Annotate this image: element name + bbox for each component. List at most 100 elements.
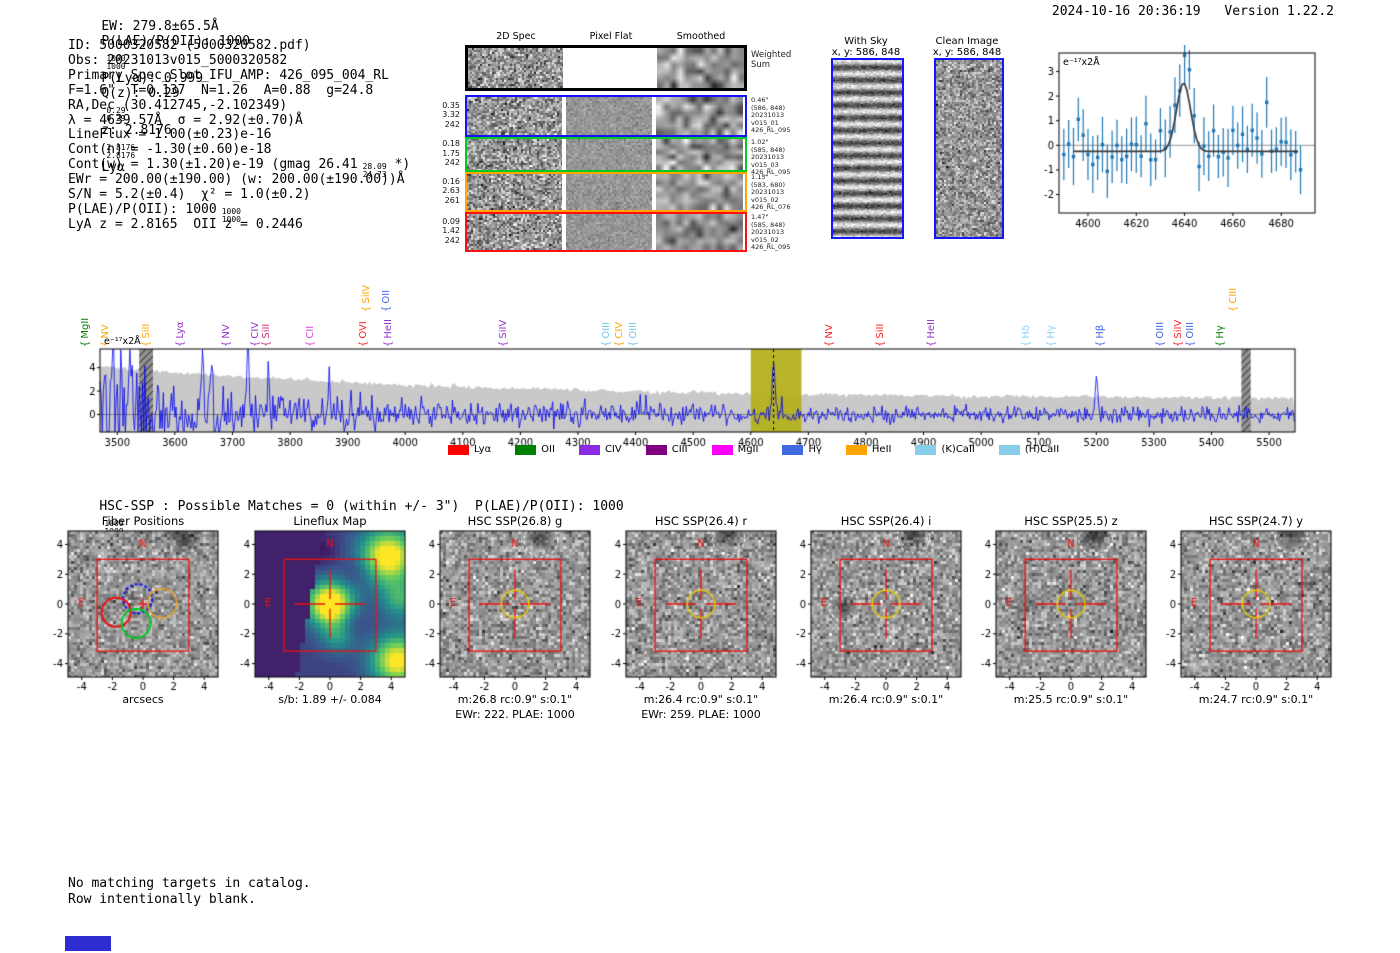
fraction-bottom: 1000 xyxy=(221,214,241,224)
legend-swatch xyxy=(515,444,537,455)
info-line-text: Obs: 20231013v015_5000320582 xyxy=(68,52,288,68)
fraction-top: 0.29 xyxy=(106,106,126,115)
full-spectrum-units-annotation: e⁻¹⁷x2Å xyxy=(104,336,141,347)
spec2d-cell-canvas xyxy=(467,214,562,250)
spec2d-right-line: Sum xyxy=(751,60,771,70)
legend-item-oii: OII xyxy=(515,444,555,455)
cutout-panel-6: HSC SSP(25.5) z m:25.5 rc:0.9" s:0.1" xyxy=(968,514,1154,724)
footer-line-1: No matching targets in catalog. xyxy=(68,876,311,891)
info-line-text: Cont(w) = 1.30(±1.20)e-19 (gmag 26.41 xyxy=(68,157,358,173)
spec2d-right-line: Weighted xyxy=(751,50,792,60)
legend-label: MgII xyxy=(737,444,759,455)
legend-label: (H)CaII xyxy=(1024,444,1060,455)
spec2d-row-left-label: 0.35 3.32 242 xyxy=(420,101,460,130)
fraction-bottom: 24.73 xyxy=(362,170,387,180)
cutout-title: HSC SSP(25.5) z xyxy=(1024,514,1118,528)
info-line: EWr = 200.00(±190.00) (w: 200.00(±190.00… xyxy=(68,172,405,187)
hsc-header-text: HSC-SSP : Possible Matches = 0 (within +… xyxy=(99,499,460,514)
spec2d-cell-canvas xyxy=(467,139,562,170)
legend-swatch xyxy=(998,444,1020,455)
spec2d-cell-canvas xyxy=(656,174,743,210)
spec2d-right-line: v015_02 xyxy=(751,235,779,244)
fraction: 28.09 24.73 xyxy=(363,163,387,179)
spec2d-left-line: 242 xyxy=(444,119,460,129)
legend-swatch xyxy=(782,444,804,455)
spec2d-left-line: 0.09 xyxy=(442,216,460,226)
spec2d-cell-canvas xyxy=(656,97,743,135)
spec2d-row xyxy=(465,137,747,172)
cutout-panel-2: Lineflux Map s/b: 1.89 +/- 0.084 xyxy=(227,514,413,724)
spec2d-row-right-label: 1.15" (583, 680) 20231013 v015_02 426_RL_076 xyxy=(751,173,821,212)
legend-label: CIV xyxy=(604,444,622,455)
spec2d-left-line: 242 xyxy=(444,235,460,245)
legend-swatch xyxy=(645,444,667,455)
cutout-caption: s/b: 1.89 +/- 0.084 xyxy=(278,693,382,706)
withsky-subtitle: x, y: 586, 848 xyxy=(831,47,901,58)
spec2d-header-pixelflat: Pixel Flat xyxy=(589,31,633,42)
fraction-top: 28.09 xyxy=(362,162,387,172)
header-plya: P(Lyα): 0.999 xyxy=(101,71,204,86)
full-spectrum-canvas xyxy=(88,338,1308,460)
spec2d-right-line: 20231013 xyxy=(751,188,785,197)
header-plae-fraction: 1000 1000 xyxy=(106,55,125,71)
cutout-caption: m:26.8 rc:0.9" s:0.1" xyxy=(457,693,573,706)
legend-item-heii: HeII xyxy=(845,444,891,455)
fraction-top: 2.8176 xyxy=(106,143,136,152)
cutout-panel-4: HSC SSP(26.4) r m:26.4 rc:0.9" s:0.1" EWr:… xyxy=(598,514,784,724)
cutout-caption: m:25.5 rc:0.9" s:0.1" xyxy=(1013,693,1129,706)
cutout-title: Fiber Positions xyxy=(101,514,185,528)
header-ew: EW: 279.8±65.5Å xyxy=(101,19,219,34)
spec2d-left-line: 2.63 xyxy=(442,186,460,196)
cleanimage-title: Clean Image xyxy=(935,36,999,47)
spec2d-left-line: 0.16 xyxy=(442,176,460,186)
info-line-text: EWr = 200.00(±190.00) (w: 200.00(±190.00… xyxy=(68,172,405,188)
withsky-title: With Sky xyxy=(844,36,888,47)
spec2d-header-2dspec: 2D Spec xyxy=(496,31,536,42)
cutout-panel-5: HSC SSP(26.4) i m:26.4 rc:0.9" s:0.1" xyxy=(783,514,969,724)
info-line: F=1.6" T=0.137 N=1.26 A=0.88 g=24.8 xyxy=(68,83,373,98)
footer-line-2: Row intentionally blank. xyxy=(68,892,256,907)
info-line: ID: 5000320582 (5000320582.pdf) xyxy=(68,38,311,53)
info-line-text: RA,Dec (30.412745,-2.102349) xyxy=(68,97,288,113)
cutout-canvas xyxy=(968,529,1154,695)
info-line: RA,Dec (30.412745,-2.102349) xyxy=(68,98,287,113)
legend-item-(h)caii: (H)CaII xyxy=(998,444,1060,455)
spec2d-left-line: 261 xyxy=(444,195,460,205)
spec2d-cell-canvas xyxy=(566,214,652,250)
spec2d-right-line: 20231013 xyxy=(751,111,785,120)
cutout-caption: m:26.4 rc:0.9" s:0.1" xyxy=(643,693,759,706)
spec2d-right-line: v015_03 xyxy=(751,160,779,169)
spec2d-right-line: 1.47" xyxy=(751,213,769,221)
spec2d-header-smoothed: Smoothed xyxy=(676,31,726,42)
spec2d-right-line: 20231013 xyxy=(751,153,785,162)
cleanimage-subtitle: x, y: 586, 848 xyxy=(932,47,1002,58)
header-z-type: Lyα xyxy=(101,160,125,175)
info-line-text: Primary Spec_Slot_IFU_AMP: 426_095_004_R… xyxy=(68,67,389,83)
info-line-text: λ = 4639.57Å σ = 2.92(±0.70)Å xyxy=(68,112,303,128)
header-version: Version 1.22.2 xyxy=(1224,4,1334,19)
cutout-panel-3: HSC SSP(26.8) g m:26.8 rc:0.9" s:0.1" EWr:… xyxy=(412,514,598,724)
spec2d-right-line: (583, 680) xyxy=(751,180,786,189)
cutout-caption: m:26.4 rc:0.9" s:0.1" xyxy=(828,693,944,706)
cutout-panel-7: HSC SSP(24.7) y m:24.7 rc:0.9" s:0.1" xyxy=(1153,514,1339,724)
blank-row-marker xyxy=(65,936,111,951)
spec2d-right-line: 20231013 xyxy=(751,228,785,237)
legend-label: Lyα xyxy=(474,444,492,455)
legend-swatch xyxy=(448,444,469,455)
legend-label: CIII xyxy=(671,444,688,455)
emission-line-label-ciii: { CIII xyxy=(1228,287,1239,312)
legend-swatch xyxy=(578,444,600,455)
fraction: 1000 1000 xyxy=(221,207,241,224)
spec2d-cell-canvas xyxy=(656,139,743,170)
info-line-text: F=1.6" T=0.137 N=1.26 A=0.88 g=24.8 xyxy=(68,82,374,98)
info-line: Obs: 20231013v015_5000320582 xyxy=(68,53,287,68)
info-line-text: S/N = 5.2(±0.4) χ² = 1.0(±0.2) xyxy=(68,187,311,202)
spec2d-cell-canvas xyxy=(656,214,743,250)
header-z: z: 2.8176 xyxy=(101,123,172,138)
spec2d-cell-canvas xyxy=(467,97,562,135)
spec2d-left-line: 0.35 xyxy=(442,100,460,110)
spec2d-right-line: 426_RL_095 xyxy=(751,168,791,177)
header-z-fraction: 2.8176 2.8176 xyxy=(106,144,135,160)
legend-swatch xyxy=(845,444,867,455)
